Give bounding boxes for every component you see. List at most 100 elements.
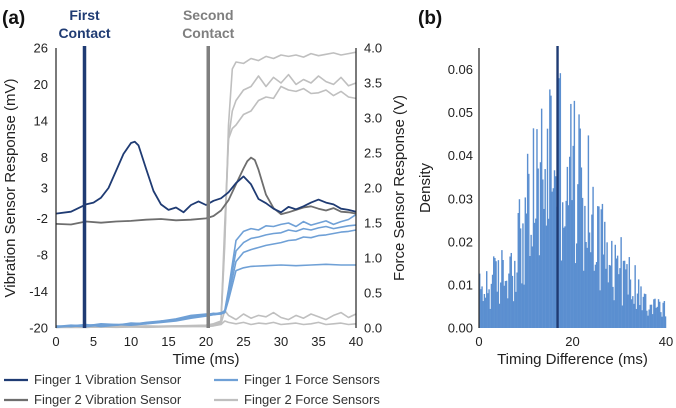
histogram-bar — [598, 206, 600, 328]
histogram-bar — [588, 232, 591, 328]
histogram-bar — [543, 208, 545, 328]
histogram-bar — [615, 258, 618, 328]
contact-label-2-line2: Contact — [182, 25, 234, 41]
y-tick-label-right: 0.0 — [364, 321, 382, 336]
histogram-bar — [635, 308, 638, 328]
histogram-bar — [576, 243, 578, 328]
histogram-bar — [626, 264, 628, 328]
histogram-bar — [649, 304, 652, 328]
histogram-bar — [509, 256, 511, 328]
histogram-bar — [584, 205, 586, 328]
histogram-bar — [600, 209, 602, 328]
histogram-bar — [593, 270, 595, 328]
histogram-bar — [646, 310, 648, 328]
histogram-bar — [531, 246, 534, 328]
histogram-bar — [650, 304, 653, 328]
histogram-bar — [510, 252, 512, 328]
y-tick-label-left: 3 — [41, 181, 48, 196]
x-tick-label: 20 — [199, 334, 213, 349]
histogram-bar — [539, 162, 542, 328]
histogram-bar — [641, 310, 643, 328]
contact-label-1-line2: Contact — [58, 25, 110, 41]
histogram-bar — [586, 247, 588, 328]
y-tick-label: 0.05 — [448, 105, 473, 120]
histogram-bar — [505, 280, 508, 328]
histogram-bar — [483, 293, 486, 328]
x-axis-label: Time (ms) — [173, 351, 240, 368]
y-tick-label-right: 3.5 — [364, 76, 382, 91]
histogram-bar — [574, 263, 577, 328]
x-tick-label: 30 — [274, 334, 288, 349]
histogram-bar — [480, 289, 482, 328]
histogram-bar — [618, 274, 620, 328]
histogram-bar — [587, 135, 590, 328]
histogram-bar — [637, 279, 640, 328]
y-tick-label: 0.04 — [448, 148, 473, 163]
x-tick-label: 25 — [236, 334, 250, 349]
histogram-bar — [627, 294, 629, 328]
histogram-bar — [613, 300, 615, 328]
histogram-bar — [621, 305, 624, 328]
histogram-bar — [632, 296, 634, 328]
histogram-bar — [573, 100, 576, 328]
histogram-bar — [566, 166, 569, 328]
y-tick-label-left: 20 — [34, 77, 48, 92]
histogram-bar — [623, 260, 626, 328]
histogram-bar — [538, 255, 541, 328]
series-line-finger-1-force-sensors-4 — [55, 263, 356, 328]
histogram-bar — [542, 179, 544, 328]
y-tick-label-left: -14 — [29, 284, 48, 299]
histogram-bar — [653, 299, 655, 328]
histogram-bar — [633, 303, 635, 328]
histogram-bar — [488, 289, 490, 328]
histogram-bar — [567, 205, 570, 328]
histogram-bar — [660, 312, 662, 328]
histogram-bar — [507, 298, 509, 328]
series-line-finger-1-force-sensors-3 — [55, 229, 357, 328]
x-tick-label: 5 — [90, 334, 97, 349]
histogram-bar — [497, 260, 500, 328]
histogram-bar — [634, 265, 636, 328]
legend-label-finger-2-force-sensors: Finger 2 Force Sensors — [244, 392, 380, 407]
histogram-bar — [595, 262, 598, 328]
histogram-bar — [501, 250, 503, 328]
vibration-series-group — [55, 140, 357, 226]
histogram-bar — [651, 314, 654, 328]
histogram-bar — [606, 242, 608, 328]
histogram-bar — [655, 307, 657, 328]
histogram-bar — [599, 290, 601, 328]
histogram-bar — [648, 309, 650, 328]
histogram-bar — [563, 227, 565, 328]
histogram-bar — [602, 254, 605, 328]
histogram-bar — [515, 291, 517, 328]
y-tick-label: 0.01 — [448, 277, 473, 292]
histogram-bar — [558, 78, 560, 328]
histogram-bar — [496, 291, 498, 328]
series-line-finger-2-vibration-sensor — [55, 156, 357, 226]
histogram-bar — [550, 95, 552, 328]
panel-b-histogram: (b) 0 20 40 0.00 0.01 0.02 0.03 0.04 0.05 0.06 Tim… — [417, 8, 673, 368]
histogram-bar — [612, 286, 614, 328]
histogram-bar — [530, 234, 532, 328]
force-series-group — [55, 51, 357, 329]
histogram-bar — [512, 301, 515, 328]
histogram-bar — [643, 293, 646, 328]
y-tick-label: 0.02 — [448, 234, 473, 249]
y-tick-label-right: 1.0 — [364, 251, 382, 266]
x-tick-label: 10 — [124, 334, 138, 349]
y-axis-label-left: Vibration Sensor Response (mV) — [2, 79, 19, 298]
legend-label-finger-1-vibration-sensor: Finger 1 Vibration Sensor — [34, 372, 182, 387]
histogram-bar — [609, 265, 612, 328]
y-tick-label: 0.00 — [448, 321, 473, 336]
histogram-bar — [514, 260, 516, 328]
histogram-bar — [640, 286, 642, 328]
histogram-bar — [608, 264, 611, 328]
histogram-bar — [517, 213, 519, 328]
histogram-bar — [503, 285, 505, 328]
histogram-bar — [493, 256, 495, 328]
x-axis-label: Timing Difference (ms) — [497, 351, 648, 368]
histogram-bar — [487, 293, 489, 328]
histogram-bar — [577, 184, 579, 328]
histogram-bar — [619, 268, 621, 328]
